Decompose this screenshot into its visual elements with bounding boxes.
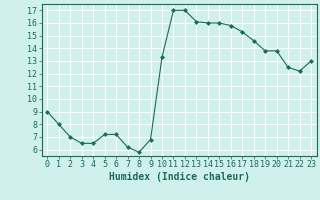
X-axis label: Humidex (Indice chaleur): Humidex (Indice chaleur) xyxy=(109,172,250,182)
